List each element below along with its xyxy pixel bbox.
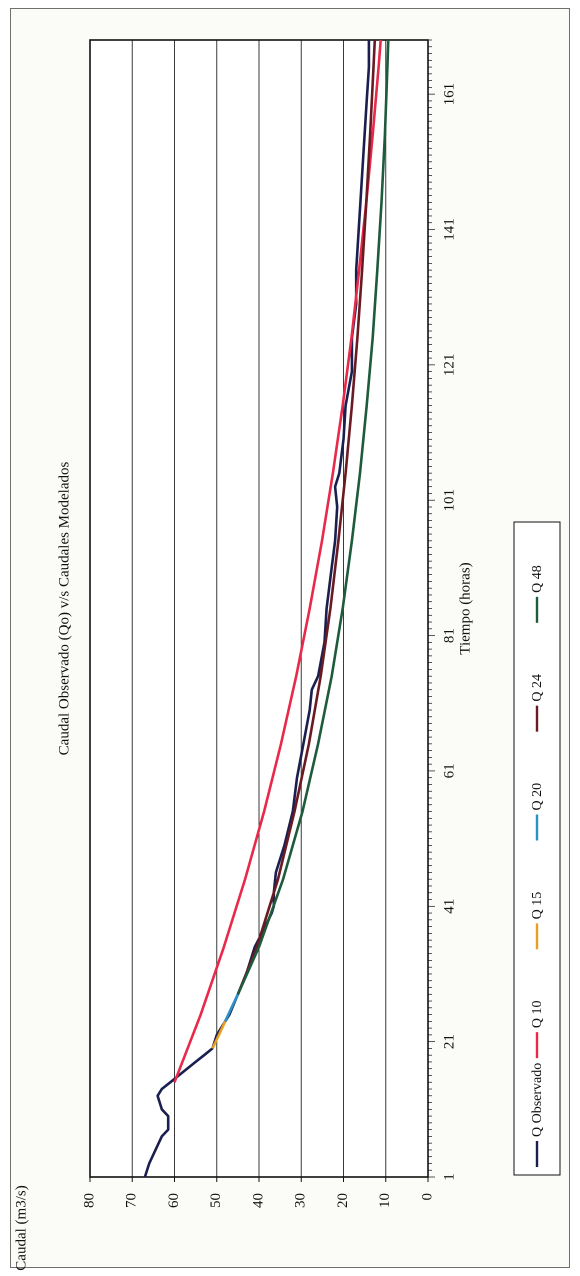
x-tick-label: 21 — [441, 1034, 457, 1049]
legend-label: Q 48 — [530, 565, 545, 593]
x-tick-label: 101 — [441, 489, 457, 512]
x-tick-label: 161 — [441, 83, 457, 106]
legend-label: Q 20 — [530, 783, 545, 811]
y-tick-label: 0 — [419, 1193, 435, 1201]
series-line-q-48 — [236, 39, 390, 995]
x-tick-label: 121 — [441, 354, 457, 377]
y-tick-label: 40 — [250, 1193, 266, 1208]
x-tick-label: 61 — [441, 763, 457, 778]
x-axis-label: Tiempo (horas) — [457, 562, 473, 654]
x-tick-label: 81 — [441, 628, 457, 643]
y-tick-label: 80 — [81, 1193, 97, 1208]
series-line-q-15 — [211, 1020, 227, 1049]
y-tick-label: 50 — [208, 1193, 224, 1208]
legend-label: Q 15 — [530, 892, 545, 920]
legend-label: Q 24 — [530, 674, 545, 702]
legend-label: Q 10 — [530, 1001, 545, 1029]
chart-title: Caudal Observado (Qo) v/s Caudales Model… — [56, 461, 72, 755]
legend: Q Observado Q 10 Q 15 Q 20 Q 24 Q 48 — [513, 521, 561, 1176]
legend-box — [513, 521, 561, 1176]
y-tick-label: 30 — [293, 1193, 309, 1208]
series-line-q-20 — [224, 993, 240, 1022]
x-tick-label: 141 — [441, 218, 457, 241]
plot-area — [89, 39, 429, 1178]
x-tick-label: 41 — [441, 899, 457, 914]
series-line-q-24 — [236, 39, 377, 995]
y-axis-label: Caudal (m3/s) — [13, 1185, 29, 1270]
y-tick-label: 60 — [166, 1193, 182, 1208]
series-lines — [143, 39, 390, 1178]
y-tick-label: 20 — [335, 1193, 351, 1208]
x-tick-label: 1 — [441, 1173, 457, 1181]
legend-label: Q Observado — [530, 1063, 545, 1137]
y-tick-label: 10 — [377, 1193, 393, 1208]
y-tick-label: 70 — [124, 1193, 140, 1208]
